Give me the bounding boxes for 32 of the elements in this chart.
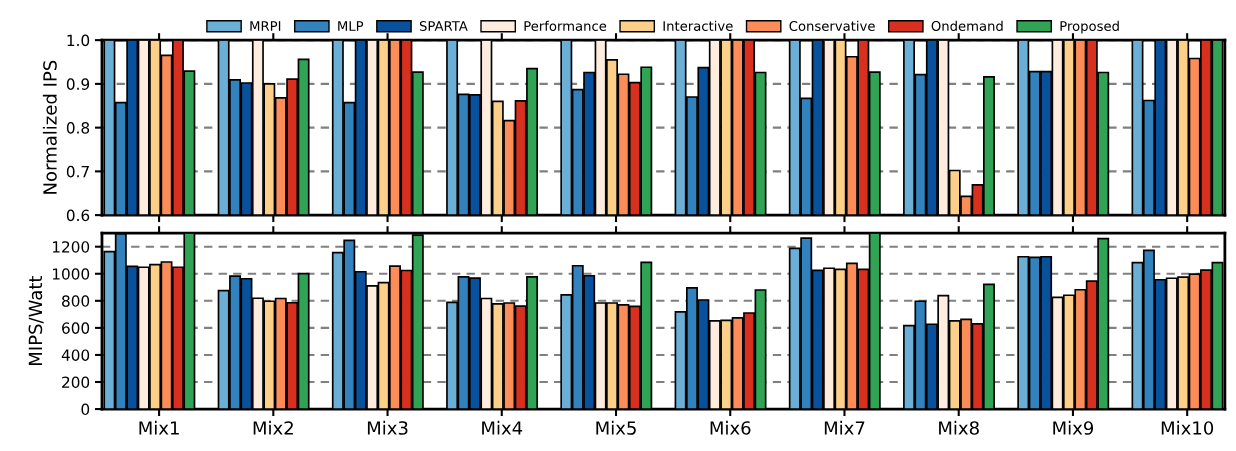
y-tick-label: 0.7 bbox=[66, 165, 89, 178]
legend-label: MLP bbox=[338, 21, 364, 31]
y-tick-label: 600 bbox=[62, 322, 90, 334]
legend-label: Interactive bbox=[663, 20, 733, 31]
y-tick-label: 0 bbox=[81, 403, 90, 416]
y-tick-label: 1000 bbox=[52, 268, 90, 280]
x-tick-label: Mix6 bbox=[710, 420, 751, 435]
legend-label: Conservative bbox=[789, 20, 875, 31]
y-tick-label: 200 bbox=[62, 376, 90, 389]
x-tick-label: Mix3 bbox=[367, 420, 408, 435]
y-tick-label: 0.8 bbox=[66, 122, 90, 134]
x-tick-label: Mix9 bbox=[1053, 420, 1094, 435]
legend-label: Proposed bbox=[1060, 20, 1119, 34]
y-tick-label: 800 bbox=[62, 295, 90, 307]
y-tick-label: 0.9 bbox=[66, 78, 90, 90]
y-tick-label: 400 bbox=[61, 349, 90, 361]
x-tick-label: Mix7 bbox=[824, 420, 865, 435]
x-tick-label: Mix10 bbox=[1161, 420, 1214, 435]
legend-label: SPARTA bbox=[419, 21, 468, 31]
y-tick-label: 0.6 bbox=[66, 209, 90, 222]
x-tick-label: Mix2 bbox=[253, 420, 293, 435]
x-tick-label: Mix1 bbox=[139, 420, 179, 435]
legend-label: Performance bbox=[524, 20, 607, 31]
legend-label: MRPI bbox=[250, 21, 281, 31]
y-axis-title: Normalized IPS bbox=[42, 60, 57, 194]
y-tick-label: 1.0 bbox=[67, 34, 90, 47]
y-axis-title: MIPS/Watt bbox=[28, 275, 44, 365]
legend-label: Ondemand bbox=[931, 20, 1003, 31]
x-tick-label: Mix8 bbox=[939, 420, 979, 435]
x-tick-label: Mix4 bbox=[482, 420, 523, 435]
x-tick-label: Mix5 bbox=[596, 420, 636, 435]
y-tick-label: 1200 bbox=[52, 241, 90, 253]
